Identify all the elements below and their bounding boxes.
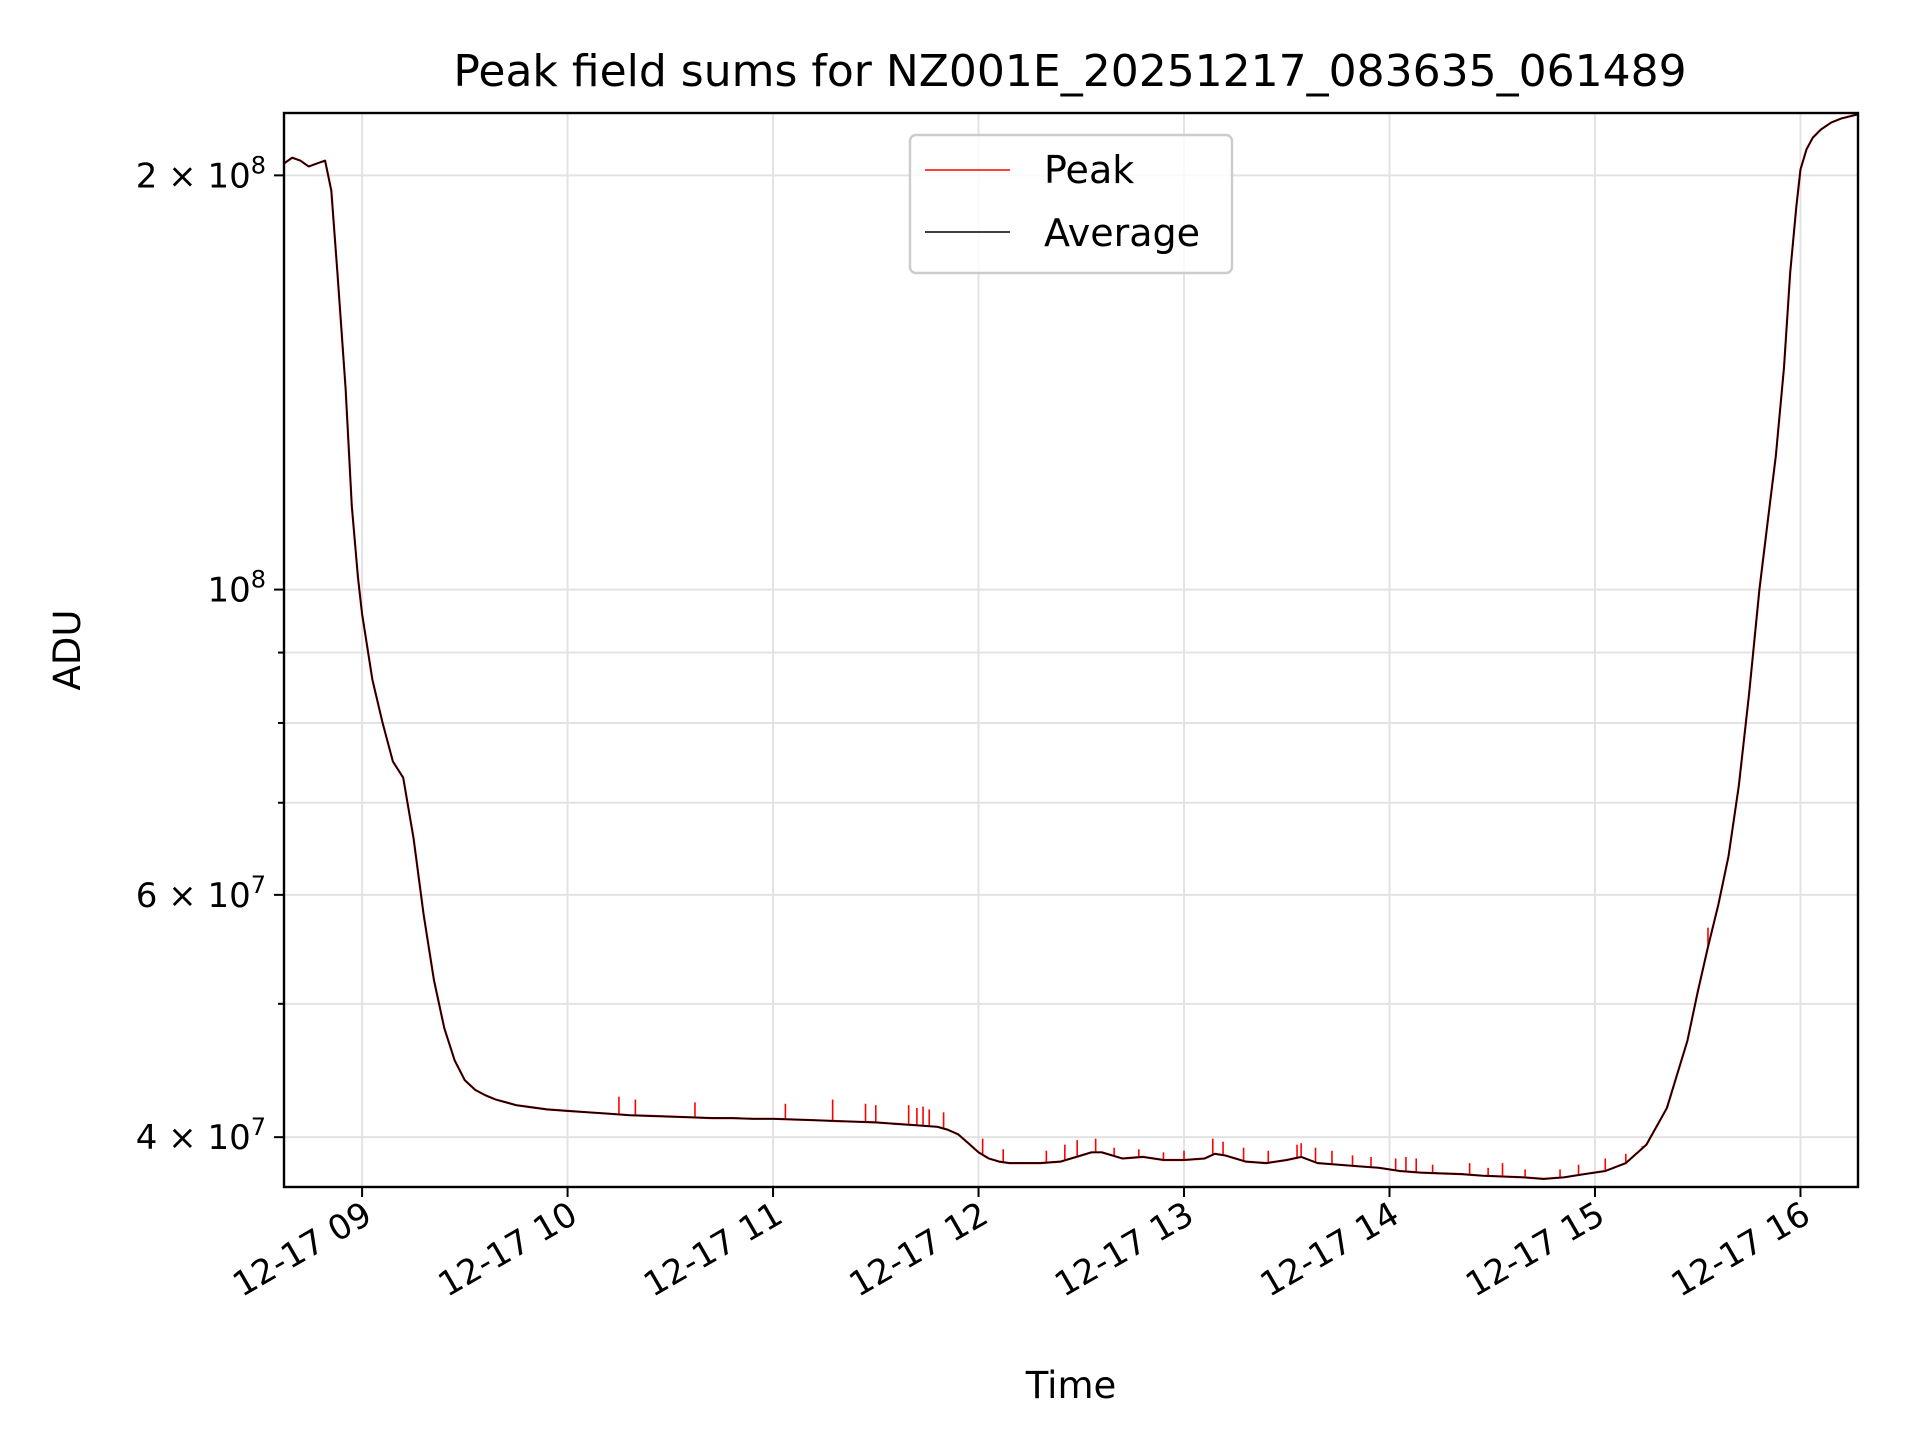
legend-label-average: Average — [1044, 211, 1200, 255]
y-tick-label: 108 — [207, 566, 266, 611]
x-axis-label: Time — [1025, 1364, 1117, 1407]
series-line-average — [283, 113, 1859, 1180]
legend-label-peak: Peak — [1044, 148, 1134, 192]
grid-lines — [284, 113, 1858, 1187]
y-axis-ticks: 4 × 107 6 × 107 108 2 × 108 — [136, 151, 284, 1158]
x-tick-label: 12-17 15 — [1459, 1194, 1611, 1305]
x-tick-label: 12-17 09 — [226, 1194, 378, 1305]
y-axis-label: ADU — [46, 610, 89, 691]
y-tick-label: 4 × 107 — [136, 1113, 266, 1158]
x-tick-label: 12-17 12 — [843, 1194, 995, 1305]
x-axis-ticks: 12-17 09 12-17 10 12-17 11 12-17 12 12-17 13… — [226, 1187, 1817, 1305]
legend: Peak Average — [908, 133, 1234, 275]
y-tick-label: 6 × 107 — [136, 871, 266, 916]
x-tick-label: 12-17 16 — [1665, 1194, 1817, 1305]
series-layer — [283, 113, 1859, 1181]
x-tick-label: 12-17 14 — [1254, 1194, 1406, 1305]
x-tick-label: 12-17 13 — [1048, 1194, 1200, 1305]
x-tick-label: 12-17 10 — [432, 1194, 584, 1305]
plot-frame — [282, 111, 1860, 1189]
x-tick-label: 12-17 11 — [637, 1194, 789, 1305]
chart-title: Peak field sums for NZ001E_20251217_0836… — [453, 46, 1686, 97]
y-tick-label: 2 × 108 — [136, 151, 266, 196]
